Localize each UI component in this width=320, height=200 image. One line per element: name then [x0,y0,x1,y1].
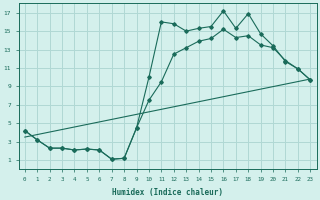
X-axis label: Humidex (Indice chaleur): Humidex (Indice chaleur) [112,188,223,197]
